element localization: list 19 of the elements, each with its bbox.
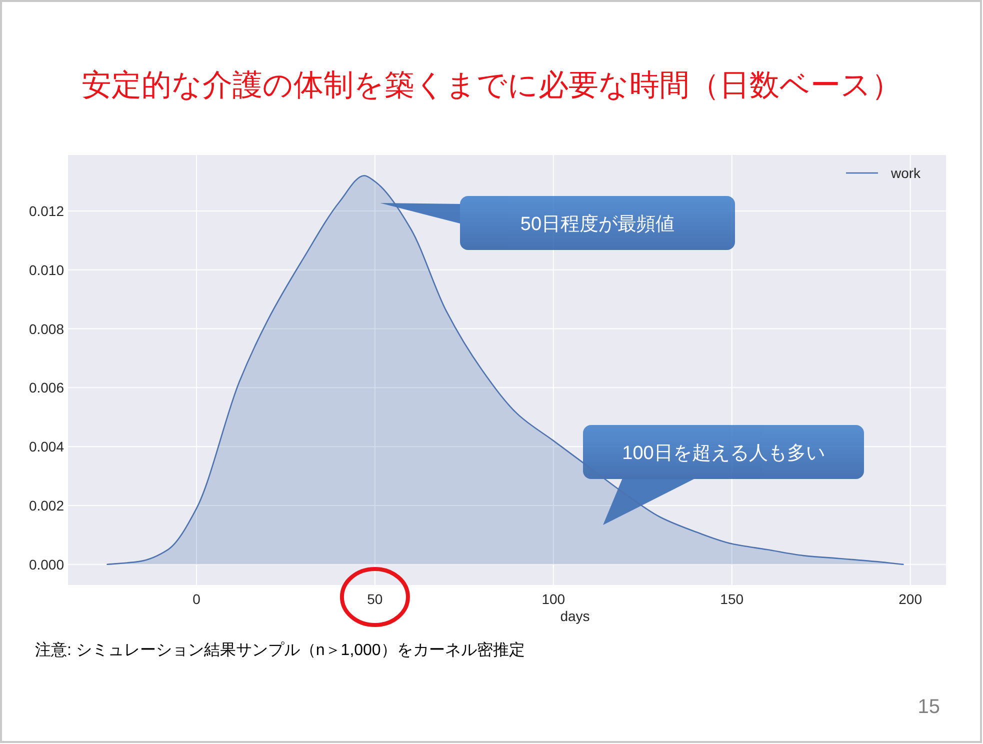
text: 注意: シミュレーション結果サンプル（n＞1,000）をカーネル密推定 <box>35 641 525 659</box>
x-tick-label: 100 <box>542 591 566 607</box>
x-tick-label: 0 <box>192 591 201 607</box>
y-tick-label: 0.008 <box>28 320 64 337</box>
y-tick-label: 0.000 <box>28 556 64 572</box>
y-tick-label: 0.010 <box>28 262 64 278</box>
x-tick-label: 150 <box>720 591 744 607</box>
x-axis-title: days <box>560 608 590 624</box>
annotation: 100日を超える人も多い <box>622 443 825 464</box>
text: 15 <box>918 696 940 718</box>
y-tick-label: 0.002 <box>28 497 64 514</box>
x-tick-label: 50 <box>367 591 383 607</box>
y-tick-label: 0.006 <box>28 380 64 396</box>
x-tick-label: 200 <box>898 591 922 607</box>
chart-title: 安定的な介護の体制を築くまでに必要な時間（日数ベース） <box>82 69 902 102</box>
annotation: 50日程度が最頻値 <box>520 213 675 235</box>
y-tick-label: 0.012 <box>28 202 64 219</box>
legend-label: work <box>890 165 922 181</box>
y-tick-label: 0.004 <box>28 438 64 455</box>
